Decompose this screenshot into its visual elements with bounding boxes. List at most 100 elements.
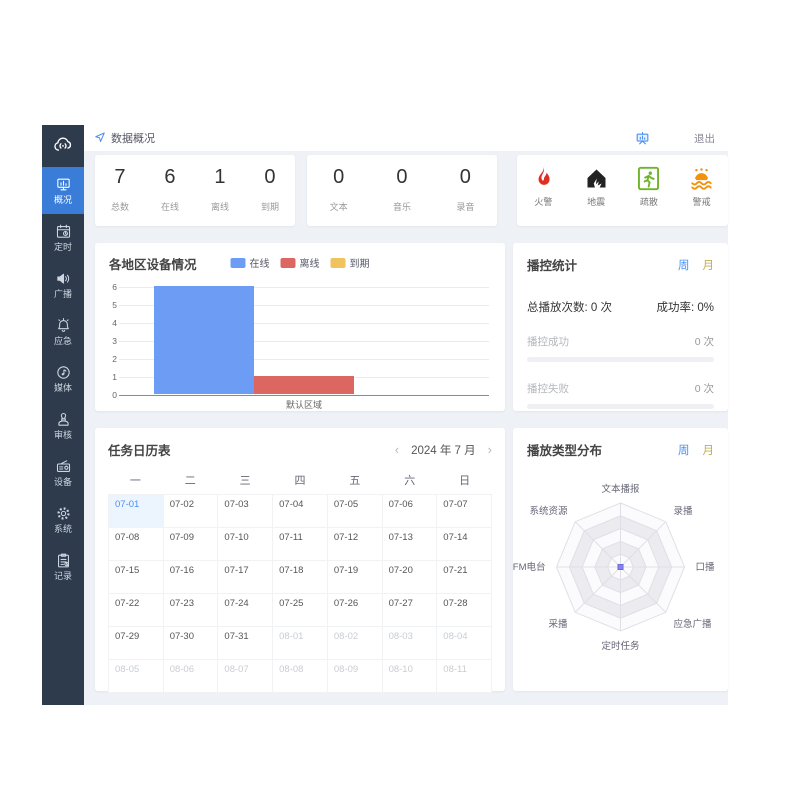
main-area: 数据概况 退出 7 总数 6 在线 1 离线 0 到期 0 文本 0 音乐 0 录音 火警 地震 疏散 警戒 … — [84, 125, 728, 705]
calendar-day-cell[interactable]: 07-05 — [327, 495, 383, 528]
calendar-day-cell[interactable]: 07-16 — [163, 561, 219, 594]
calendar-day-cell[interactable]: 07-04 — [273, 495, 328, 528]
sidebar-item-broadcast[interactable]: 广播 — [42, 261, 84, 308]
sidebar-item-label: 记录 — [53, 571, 72, 581]
sidebar-item-media[interactable]: 媒体 — [42, 355, 84, 402]
calendar-day-cell[interactable]: 07-24 — [218, 594, 274, 627]
y-axis-tick: 0 — [112, 390, 117, 400]
stat-item: 6 在线 — [161, 166, 179, 226]
calendar-day-cell[interactable]: 07-11 — [273, 528, 328, 561]
calendar-day-cell[interactable]: 07-10 — [218, 528, 274, 561]
sidebar-item-records[interactable]: 记录 — [42, 543, 84, 590]
calendar-day-cell[interactable]: 07-26 — [327, 594, 383, 627]
alert-type-flood[interactable]: 警戒 — [688, 165, 715, 226]
calendar-day-cell[interactable]: 07-27 — [382, 594, 438, 627]
calendar-day-cell[interactable]: 08-05 — [109, 660, 164, 693]
logout-button[interactable]: 退出 — [694, 132, 715, 145]
calendar-day-cell[interactable]: 07-30 — [163, 627, 219, 660]
task-calendar-card: 任务日历表 ‹ 2024 年 7 月 › 一二三四五六日 07-01 07-02 0… — [95, 428, 505, 693]
playback-row-head: 播控成功 0 次 — [527, 334, 714, 349]
calendar-day-cell[interactable]: 08-11 — [437, 660, 492, 693]
calendar-day-cell[interactable]: 07-21 — [437, 561, 492, 594]
calendar-day-cell[interactable]: 07-22 — [109, 594, 164, 627]
calendar-day-cell[interactable]: 08-03 — [382, 627, 438, 660]
stat-label: 录音 — [456, 202, 475, 212]
calendar-day-cell[interactable]: 08-07 — [218, 660, 274, 693]
bar-group — [154, 286, 454, 394]
tab-week[interactable]: 周 — [678, 444, 690, 457]
calendar-day-cell[interactable]: 07-03 — [218, 495, 274, 528]
svg-text:FM电台: FM电台 — [513, 561, 546, 573]
calendar-day-cell[interactable]: 07-13 — [382, 528, 438, 561]
svg-text:应急广播: 应急广播 — [674, 618, 713, 630]
legend-item-离线[interactable]: 离线 — [280, 255, 320, 270]
alert-type-evacuation[interactable]: 疏散 — [635, 165, 662, 226]
location-arrow-icon — [94, 131, 106, 146]
sidebar-item-emergency[interactable]: 应急 — [42, 308, 84, 355]
sidebar-item-label: 系统 — [53, 524, 72, 534]
bar-plot: 0 1 2 3 4 5 6 — [112, 282, 489, 400]
play-type-distribution-card: 播放类型分布 周月 文本播报 录播 口播 应急广播 定时任务 采播 FM电台 系统资源 — [513, 428, 728, 691]
calendar-day-cell[interactable]: 08-09 — [327, 660, 383, 693]
playback-title: 播控统计 — [527, 259, 578, 273]
sidebar-item-audit[interactable]: 审核 — [42, 402, 84, 449]
calendar-day-cell[interactable]: 08-06 — [163, 660, 219, 693]
calendar-next-button[interactable]: › — [487, 442, 492, 457]
calendar-prev-button[interactable]: ‹ — [394, 442, 400, 457]
y-axis-tick: 2 — [112, 354, 117, 364]
tab-month[interactable]: 月 — [702, 444, 715, 457]
calendar-day-cell[interactable]: 07-31 — [218, 627, 274, 660]
alert-type-fire[interactable]: 火警 — [530, 165, 557, 226]
calendar-day-cell[interactable]: 07-01 — [109, 495, 164, 528]
legend-swatch — [280, 257, 296, 268]
calendar-day-cell[interactable]: 07-08 — [109, 528, 164, 561]
tab-month[interactable]: 月 — [702, 259, 715, 272]
calendar-day-cell[interactable]: 07-12 — [327, 528, 383, 561]
playback-progress-rows: 播控成功 0 次播控失败 0 次 — [527, 334, 714, 409]
stat-value: 1 — [214, 166, 226, 188]
presentation-board-icon[interactable] — [635, 131, 650, 146]
tab-week[interactable]: 周 — [678, 259, 690, 272]
calendar-day-cell[interactable]: 08-08 — [273, 660, 328, 693]
calendar-day-cell[interactable]: 07-19 — [327, 561, 383, 594]
calendar-day-cell[interactable]: 07-07 — [437, 495, 492, 528]
legend-item-到期[interactable]: 到期 — [330, 255, 370, 270]
calendar-title: 任务日历表 — [108, 444, 171, 458]
legend-item-在线[interactable]: 在线 — [230, 255, 270, 270]
breadcrumb: 数据概况 — [94, 130, 155, 146]
calendar-day-cell[interactable]: 07-23 — [163, 594, 219, 627]
calendar-day-cell[interactable]: 07-17 — [218, 561, 274, 594]
alert-label: 地震 — [587, 197, 606, 207]
stat-item: 0 音乐 — [393, 166, 411, 226]
playback-row-head: 播控失败 0 次 — [527, 381, 714, 396]
media-icon — [55, 364, 72, 381]
audit-icon — [55, 411, 72, 428]
calendar-day-cell[interactable]: 07-25 — [273, 594, 328, 627]
calendar-day-cell[interactable]: 07-06 — [382, 495, 438, 528]
calendar-day-cell[interactable]: 07-29 — [109, 627, 164, 660]
y-axis-tick: 5 — [112, 300, 117, 310]
svg-text:文本播报: 文本播报 — [601, 483, 640, 495]
calendar-day-cell[interactable]: 08-02 — [327, 627, 383, 660]
calendar-day-cell[interactable]: 07-02 — [163, 495, 219, 528]
calendar-day-cell[interactable]: 07-14 — [437, 528, 492, 561]
calendar-day-cell[interactable]: 07-09 — [163, 528, 219, 561]
calendar-day-cell[interactable]: 08-10 — [382, 660, 438, 693]
sidebar-item-overview[interactable]: 概况 — [42, 167, 84, 214]
calendar-day-cell[interactable]: 07-18 — [273, 561, 328, 594]
weekday-label: 一 — [129, 475, 141, 487]
calendar-day-cell[interactable]: 08-04 — [437, 627, 492, 660]
sidebar-nav: 概况 定时 广播 应急 媒体 审核 设备系统记录 — [42, 167, 84, 590]
calendar-day-cell[interactable]: 07-20 — [382, 561, 438, 594]
calendar-day-cell[interactable]: 08-01 — [273, 627, 328, 660]
chart-legend: 在线 离线 到期 — [230, 255, 370, 270]
alert-type-earthquake[interactable]: 地震 — [583, 165, 610, 226]
sidebar-item-timing[interactable]: 定时 — [42, 214, 84, 261]
calendar-day-cell[interactable]: 07-28 — [437, 594, 492, 627]
device-stats-card: 7 总数 6 在线 1 离线 0 到期 — [95, 155, 295, 226]
device-icon — [55, 458, 72, 475]
calendar-day-cell[interactable]: 07-15 — [109, 561, 164, 594]
sidebar-item-system[interactable]: 系统 — [42, 496, 84, 543]
sidebar-item-device[interactable]: 设备 — [42, 449, 84, 496]
page-title: 数据概况 — [111, 133, 155, 145]
